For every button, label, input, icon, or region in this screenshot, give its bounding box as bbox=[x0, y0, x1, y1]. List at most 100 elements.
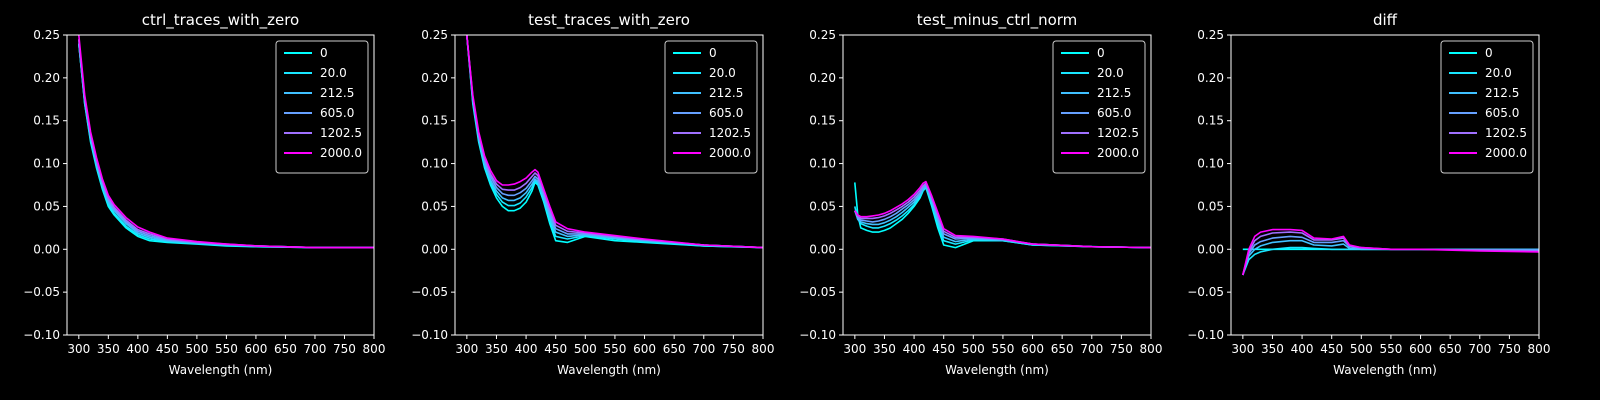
y-tick-label: −0.10 bbox=[799, 328, 836, 342]
legend-label: 0 bbox=[1097, 46, 1105, 60]
y-tick-label: 0.05 bbox=[809, 199, 836, 213]
series-line bbox=[854, 180, 1151, 249]
legend-label: 212.5 bbox=[1097, 86, 1131, 100]
x-tick-label: 350 bbox=[873, 342, 896, 356]
y-tick-label: 0.10 bbox=[1197, 157, 1224, 171]
x-tick-label: 750 bbox=[1110, 342, 1133, 356]
y-tick-label: 0.15 bbox=[33, 114, 60, 128]
y-tick-label: 0.25 bbox=[809, 28, 836, 42]
legend-label: 2000.0 bbox=[320, 146, 362, 160]
y-tick-label: 0.00 bbox=[809, 242, 836, 256]
x-tick-label: 400 bbox=[903, 342, 926, 356]
y-tick-label: 0.20 bbox=[1197, 71, 1224, 85]
y-tick-label: 0.00 bbox=[33, 242, 60, 256]
y-tick-label: 0.10 bbox=[421, 157, 448, 171]
y-tick-label: 0.15 bbox=[1197, 114, 1224, 128]
x-tick-label: 650 bbox=[1439, 342, 1462, 356]
series-line bbox=[466, 35, 763, 249]
legend-label: 605.0 bbox=[1485, 106, 1519, 120]
x-tick-label: 500 bbox=[185, 342, 208, 356]
x-tick-label: 350 bbox=[485, 342, 508, 356]
subplot-title: test_traces_with_zero bbox=[528, 11, 690, 30]
x-axis-label: Wavelength (nm) bbox=[1333, 363, 1437, 377]
x-tick-label: 600 bbox=[1021, 342, 1044, 356]
legend-label: 605.0 bbox=[1097, 106, 1131, 120]
x-tick-label: 800 bbox=[1140, 342, 1163, 356]
x-tick-label: 400 bbox=[515, 342, 538, 356]
axes-frame bbox=[66, 34, 375, 336]
y-tick-label: 0.25 bbox=[1197, 28, 1224, 42]
x-tick-label: 750 bbox=[333, 342, 356, 356]
subplot-title: ctrl_traces_with_zero bbox=[142, 11, 299, 30]
legend-label: 212.5 bbox=[709, 86, 743, 100]
x-tick-label: 450 bbox=[1320, 342, 1343, 356]
y-tick-label: −0.05 bbox=[411, 285, 448, 299]
y-tick-label: 0.05 bbox=[421, 199, 448, 213]
legend-label: 605.0 bbox=[320, 106, 354, 120]
y-tick-label: −0.05 bbox=[1187, 285, 1224, 299]
legend-label: 0 bbox=[709, 46, 717, 60]
legend-label: 605.0 bbox=[709, 106, 743, 120]
y-tick-label: 0.25 bbox=[33, 28, 60, 42]
legend-label: 1202.5 bbox=[320, 126, 362, 140]
legend-label: 20.0 bbox=[709, 66, 736, 80]
series-line bbox=[854, 184, 1151, 249]
x-tick-label: 300 bbox=[843, 342, 866, 356]
subplot-2: test_traces_with_zero Wavelength (nm) 30… bbox=[411, 11, 774, 377]
series-line bbox=[78, 35, 374, 249]
x-tick-label: 550 bbox=[991, 342, 1014, 356]
x-tick-label: 450 bbox=[932, 342, 955, 356]
y-tick-label: −0.10 bbox=[1187, 328, 1224, 342]
legend-label: 2000.0 bbox=[1097, 146, 1139, 160]
legend-label: 1202.5 bbox=[709, 126, 751, 140]
x-tick-label: 600 bbox=[633, 342, 656, 356]
x-tick-label: 750 bbox=[722, 342, 745, 356]
subplot-3: test_minus_ctrl_norm Wavelength (nm) 300… bbox=[799, 11, 1162, 377]
legend-label: 0 bbox=[1485, 46, 1493, 60]
legend-label: 1202.5 bbox=[1485, 126, 1527, 140]
x-tick-label: 700 bbox=[304, 342, 327, 356]
y-tick-label: 0.15 bbox=[421, 114, 448, 128]
legend-label: 212.5 bbox=[320, 86, 354, 100]
y-tick-label: 0.10 bbox=[33, 157, 60, 171]
x-tick-label: 800 bbox=[752, 342, 775, 356]
y-tick-label: −0.10 bbox=[411, 328, 448, 342]
x-tick-label: 350 bbox=[1261, 342, 1284, 356]
x-tick-label: 500 bbox=[574, 342, 597, 356]
x-tick-label: 600 bbox=[244, 342, 267, 356]
axes-frame bbox=[1230, 34, 1540, 336]
x-tick-label: 300 bbox=[455, 342, 478, 356]
x-tick-label: 400 bbox=[126, 342, 149, 356]
series-line bbox=[854, 185, 1151, 249]
x-tick-label: 700 bbox=[1080, 342, 1103, 356]
x-tick-label: 800 bbox=[363, 342, 386, 356]
y-tick-label: 0.00 bbox=[421, 242, 448, 256]
x-tick-label: 350 bbox=[97, 342, 120, 356]
x-axis-label: Wavelength (nm) bbox=[169, 363, 273, 377]
x-tick-label: 700 bbox=[692, 342, 715, 356]
x-tick-label: 750 bbox=[1498, 342, 1521, 356]
x-tick-label: 500 bbox=[962, 342, 985, 356]
subplot-1: ctrl_traces_with_zero Wavelength (nm) 30… bbox=[23, 11, 385, 377]
y-tick-label: −0.05 bbox=[23, 285, 60, 299]
x-axis-label: Wavelength (nm) bbox=[557, 363, 661, 377]
y-tick-label: 0.10 bbox=[809, 157, 836, 171]
subplot-title: diff bbox=[1373, 11, 1398, 29]
legend-label: 20.0 bbox=[1097, 66, 1124, 80]
x-tick-label: 300 bbox=[1231, 342, 1254, 356]
y-tick-label: −0.10 bbox=[23, 328, 60, 342]
x-tick-label: 450 bbox=[156, 342, 179, 356]
y-tick-label: −0.05 bbox=[799, 285, 836, 299]
y-tick-label: 0.05 bbox=[33, 199, 60, 213]
x-tick-label: 800 bbox=[1528, 342, 1551, 356]
x-tick-label: 550 bbox=[1379, 342, 1402, 356]
series-line bbox=[1242, 228, 1539, 276]
y-tick-label: 0.05 bbox=[1197, 199, 1224, 213]
x-tick-label: 700 bbox=[1468, 342, 1491, 356]
legend-label: 0 bbox=[320, 46, 328, 60]
series-line bbox=[466, 35, 763, 249]
axes-frame bbox=[454, 34, 764, 336]
x-tick-label: 300 bbox=[67, 342, 90, 356]
x-tick-label: 650 bbox=[1051, 342, 1074, 356]
